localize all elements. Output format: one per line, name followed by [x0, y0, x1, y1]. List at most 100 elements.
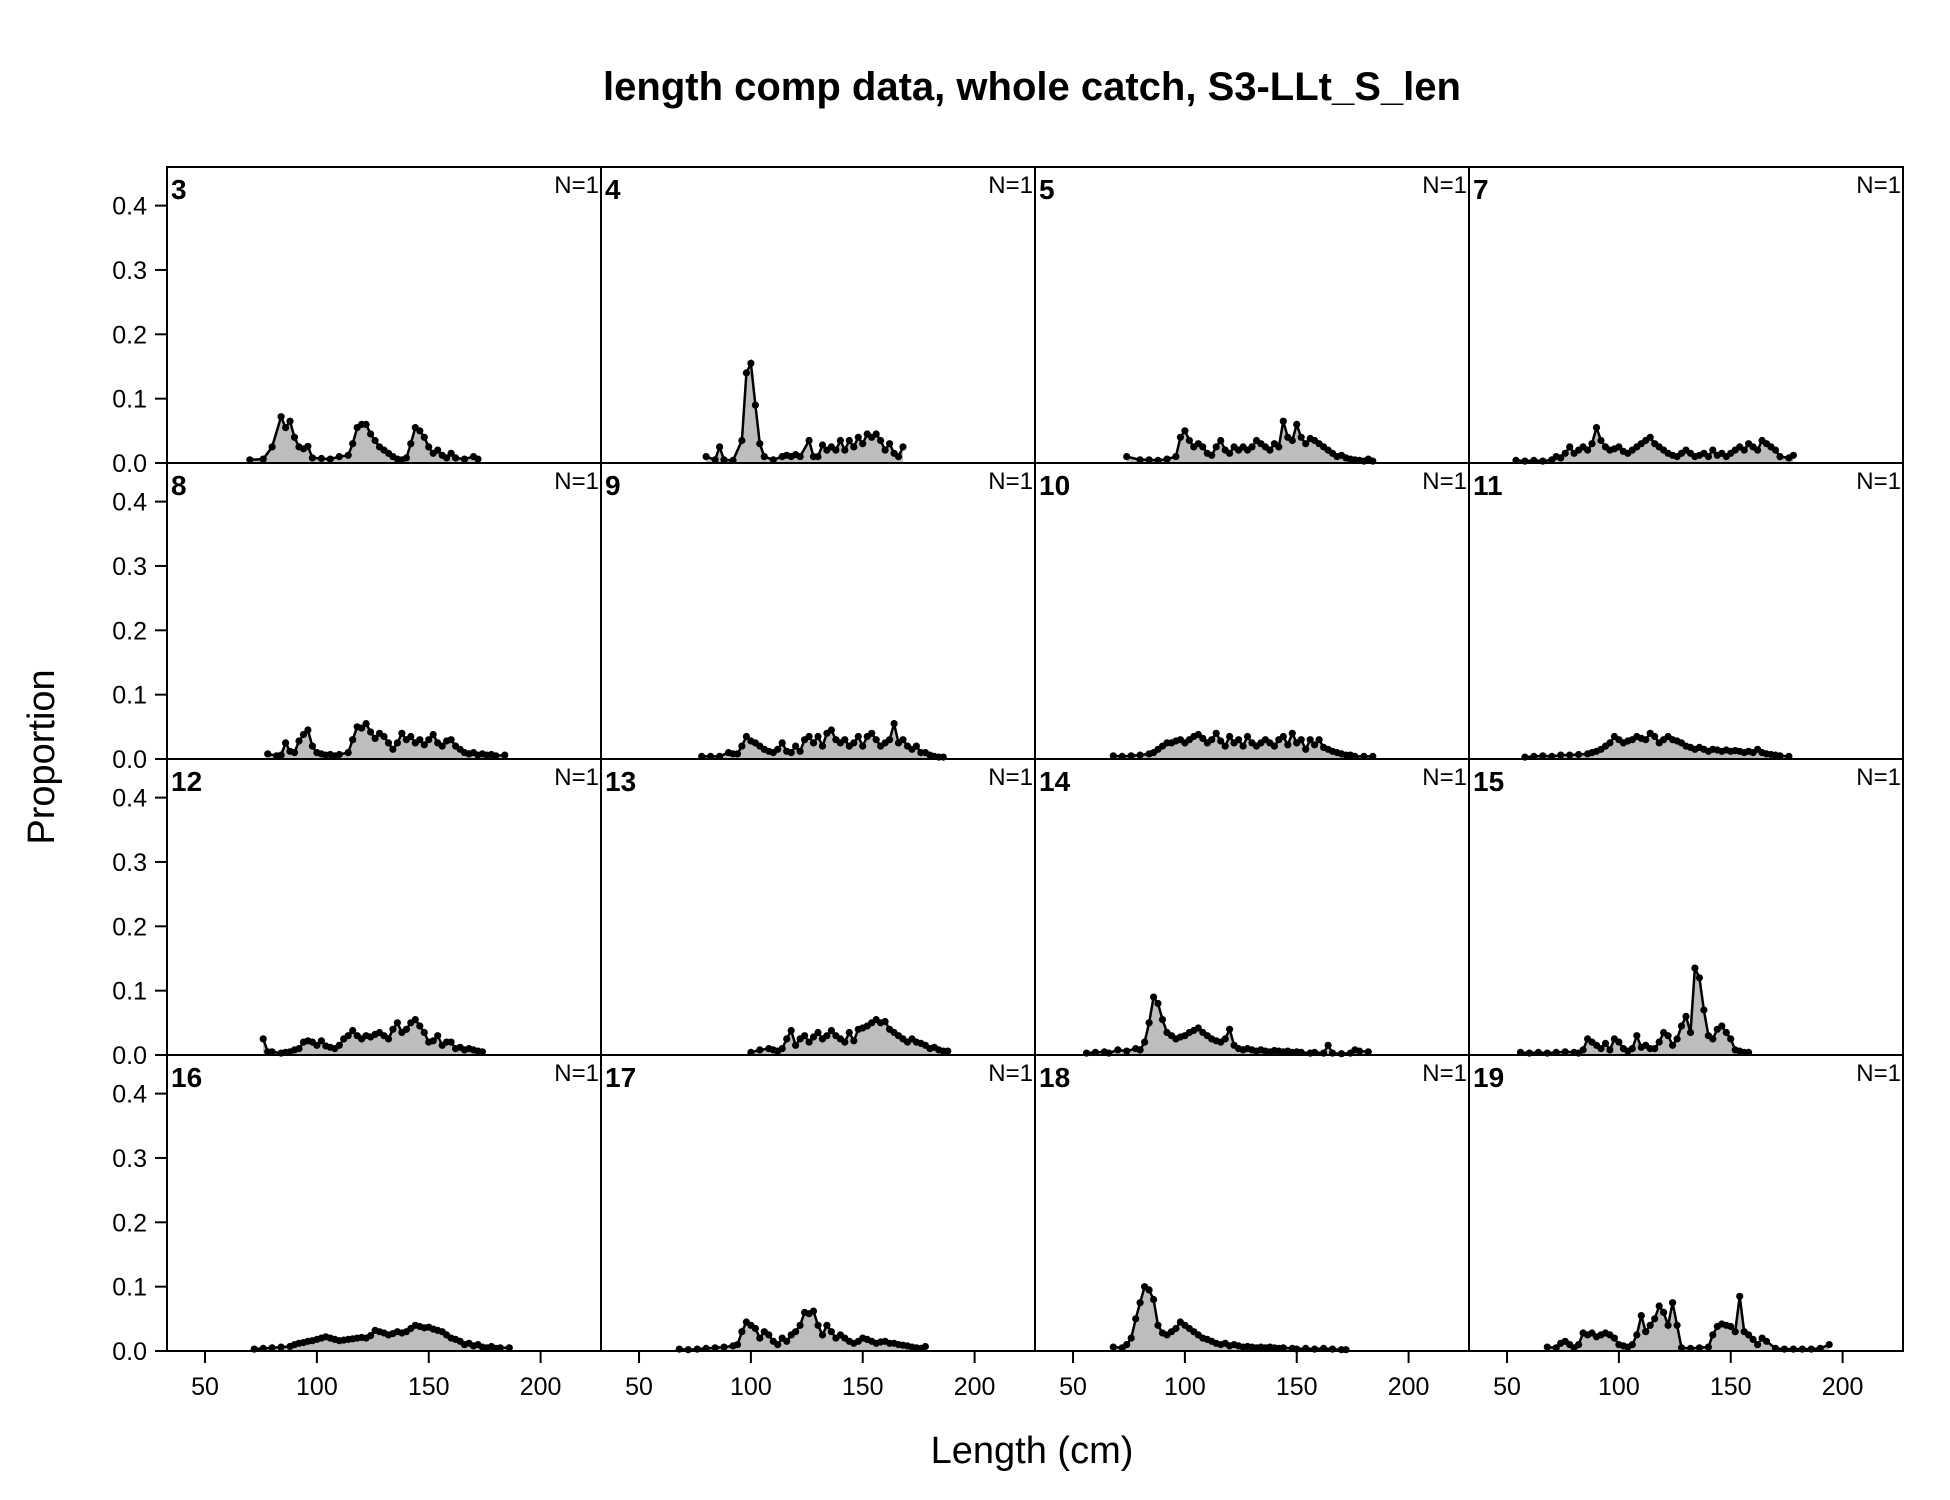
data-point-10-38 [1297, 736, 1305, 744]
data-point-3-15 [349, 440, 357, 448]
data-point-8-8 [304, 726, 312, 734]
data-point-8-32 [416, 736, 424, 744]
data-point-9-7 [742, 732, 751, 741]
data-point-14-53 [1364, 1048, 1372, 1056]
y-tick-label: 0.1 [112, 386, 147, 414]
data-point-7-26 [1646, 433, 1654, 441]
data-point-8-19 [358, 724, 366, 732]
data-point-11-22 [1651, 732, 1659, 741]
data-point-3-3 [277, 413, 285, 421]
x-tick-label: 100 [1164, 1373, 1206, 1401]
panel-n-label: N=1 [1422, 468, 1467, 495]
y-tick-label: 0.1 [112, 1274, 147, 1302]
data-point-3-1 [259, 455, 267, 463]
data-point-19-18 [1628, 1341, 1636, 1349]
x-tick-label: 200 [1822, 1373, 1864, 1401]
data-point-13-15 [823, 1032, 831, 1040]
data-point-8-3 [282, 739, 290, 747]
data-point-9-29 [841, 736, 849, 744]
data-point-17-12 [756, 1334, 764, 1342]
data-point-13-5 [778, 1045, 786, 1053]
data-point-8-7 [299, 730, 308, 739]
data-point-8-37 [438, 742, 446, 750]
data-point-7-47 [1740, 446, 1748, 454]
panel-n-label: N=1 [988, 172, 1033, 199]
panel-n-label: N=1 [1856, 1060, 1901, 1087]
data-point-11-50 [1776, 752, 1784, 760]
data-point-17-4 [711, 1344, 719, 1352]
data-point-15-30 [1677, 1022, 1686, 1030]
data-point-4-19 [814, 453, 822, 461]
data-point-12-37 [429, 1037, 437, 1045]
x-tick-label: 50 [191, 1373, 219, 1401]
data-point-4-3 [720, 456, 728, 464]
data-point-12-19 [349, 1026, 357, 1035]
data-point-13-10 [801, 1032, 809, 1040]
area-fill-14 [1086, 997, 1369, 1055]
data-point-4-5 [738, 436, 746, 445]
data-point-9-26 [827, 726, 836, 734]
data-point-3-11 [317, 454, 325, 463]
data-point-3-18 [362, 420, 370, 428]
panel-label: 8 [171, 470, 187, 501]
data-point-3-5 [286, 417, 294, 425]
data-point-4-10 [760, 453, 768, 461]
panel-17: 17 N=1 50 100 150 200 [600, 1054, 1036, 1401]
data-point-12-11 [313, 1041, 321, 1049]
data-point-14-52 [1355, 1047, 1363, 1055]
data-point-12-48 [478, 1048, 486, 1056]
data-point-4-23 [832, 446, 840, 454]
data-point-18-37 [1279, 1344, 1287, 1352]
data-point-3-28 [407, 440, 415, 448]
data-point-5-26 [1266, 446, 1274, 454]
data-point-4-35 [886, 440, 894, 448]
data-point-12-38 [434, 1032, 442, 1040]
data-point-10-25 [1239, 742, 1247, 750]
data-point-5-28 [1275, 443, 1283, 451]
data-point-12-2 [268, 1048, 276, 1056]
data-point-9-19 [796, 747, 804, 755]
y-tick-label: 0.4 [112, 785, 147, 813]
data-point-3-19 [367, 430, 375, 438]
data-point-4-27 [850, 443, 858, 451]
data-point-15-13 [1601, 1039, 1610, 1047]
data-point-16-52 [505, 1344, 513, 1352]
data-point-4-1 [711, 456, 719, 464]
panel-9: 9 N=1 [600, 462, 1036, 761]
x-tick-label: 150 [842, 1373, 884, 1401]
data-point-5-11 [1199, 443, 1207, 451]
data-point-9-18 [792, 742, 800, 750]
area-fill-13 [750, 1019, 948, 1055]
data-point-8-24 [380, 732, 388, 741]
data-point-12-41 [447, 1038, 455, 1046]
data-point-18-2 [1123, 1341, 1131, 1349]
data-point-8-33 [420, 741, 428, 749]
data-point-11-12 [1606, 739, 1614, 747]
y-tick-label: 0.0 [112, 746, 147, 774]
data-point-5-32 [1293, 420, 1301, 428]
data-point-4-16 [796, 453, 804, 461]
data-point-5-4 [1163, 455, 1171, 463]
data-point-13-16 [827, 1026, 836, 1035]
data-point-8-6 [295, 737, 303, 745]
data-point-13-42 [944, 1047, 952, 1055]
data-point-19-42 [1749, 1335, 1757, 1343]
data-point-5-2 [1145, 456, 1153, 464]
data-point-13-19 [841, 1038, 849, 1046]
data-point-15-14 [1606, 1046, 1614, 1054]
data-point-7-19 [1615, 443, 1623, 451]
data-point-5-1 [1136, 456, 1144, 464]
y-tick-label: 0.1 [112, 978, 147, 1006]
data-point-9-35 [868, 729, 876, 737]
data-point-15-37 [1709, 1035, 1717, 1043]
data-point-4-37 [894, 453, 903, 461]
data-point-17-16 [774, 1341, 782, 1349]
data-point-13-8 [792, 1041, 800, 1049]
data-point-14-11 [1154, 999, 1162, 1008]
data-point-9-45 [912, 742, 921, 750]
data-point-12-7 [295, 1045, 303, 1053]
data-point-9-32 [854, 732, 862, 741]
data-point-14-26 [1221, 1035, 1229, 1043]
data-point-19-24 [1655, 1302, 1663, 1310]
data-point-5-8 [1185, 436, 1193, 445]
